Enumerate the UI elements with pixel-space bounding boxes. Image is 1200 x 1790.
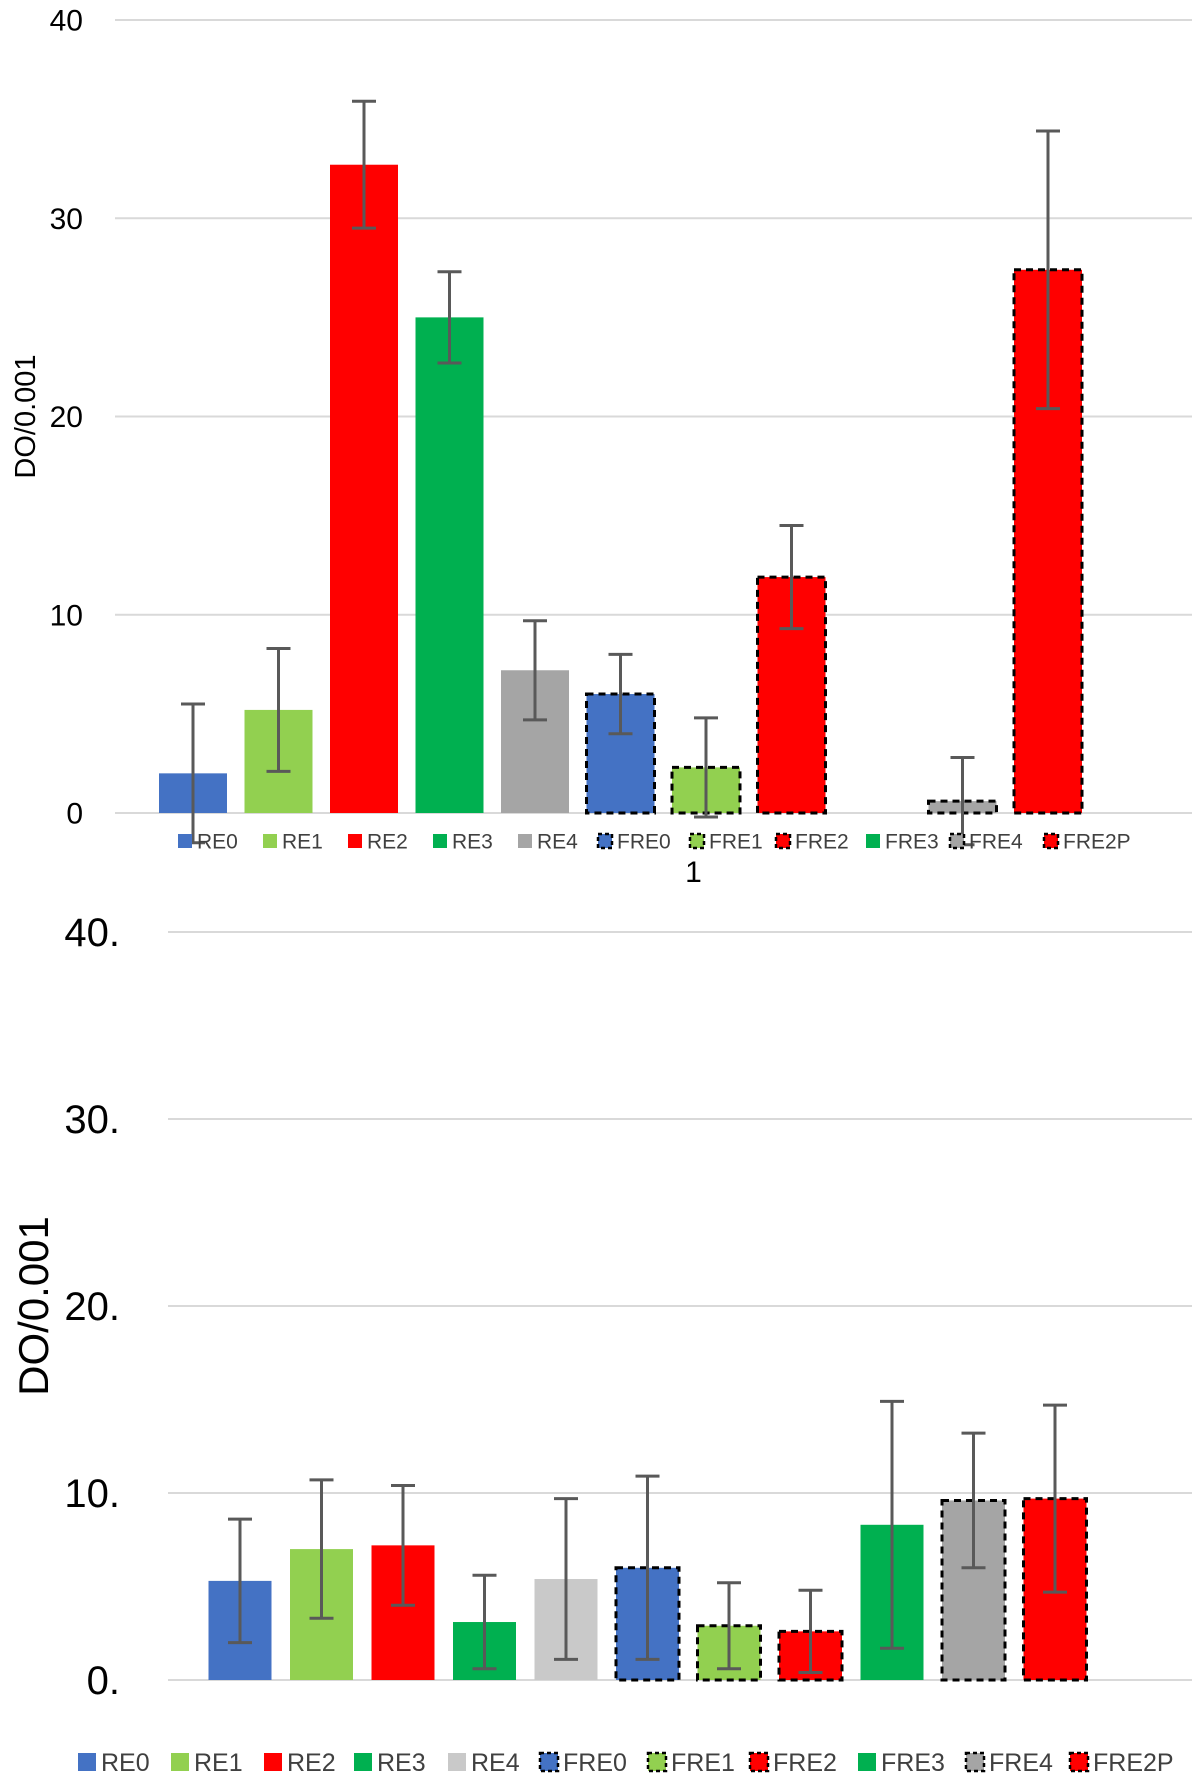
- error-bar-fre2p: [1043, 1403, 1067, 1594]
- chart-1: 0 10 20 30 40 DO/0.001 1 RE0 RE1 RE2 RE3 RE4 FRE0 FRE…: [10, 5, 1192, 889]
- error-bar-re1: [266, 646, 291, 773]
- legend-swatch-re0: [178, 834, 192, 848]
- legend: RE0 RE1 RE2 RE3 RE4 FRE0 FRE1 FRE2 FRE3 FRE4 FRE2P: [78, 1749, 1174, 1777]
- error-bar-fre2p: [1036, 129, 1060, 411]
- legend-label-fre3: FRE3: [881, 1749, 945, 1777]
- legend-label-fre3: FRE3: [885, 831, 939, 854]
- legend-label-fre0: FRE0: [617, 831, 671, 854]
- error-bar-fre1: [694, 716, 718, 819]
- error-bar-re4: [554, 1497, 578, 1661]
- legend-swatch-fre0: [596, 832, 614, 850]
- y-axis-label: DO/0.001: [10, 1216, 57, 1396]
- y-tick-label: 10.: [64, 1472, 120, 1516]
- bar-re2: [330, 164, 398, 813]
- legend: RE0 RE1 RE2 RE3 RE4 FRE0 FRE1 FRE2 FRE3 FRE4 FRE2P: [178, 831, 1131, 854]
- legend-label-fre2p: FRE2P: [1093, 1749, 1174, 1777]
- chart-2: 0. 10. 20. 30. 40. DO/0.001 RE0 RE1 RE2 RE3 RE4 FRE…: [10, 911, 1192, 1777]
- legend-swatch-re1: [263, 834, 277, 848]
- legend-swatch-fre4: [948, 832, 966, 850]
- y-tick-label: 30: [50, 203, 83, 236]
- legend-swatch-fre2p: [1068, 1751, 1090, 1773]
- y-tick-label: 0.: [87, 1659, 120, 1703]
- error-bar-re0: [228, 1517, 252, 1645]
- legend-swatch-fre4: [964, 1751, 986, 1773]
- y-tick-label: 30.: [64, 1098, 120, 1142]
- error-bar-fre4: [961, 1431, 986, 1570]
- legend-label-re1: RE1: [194, 1749, 243, 1777]
- error-bar-fre0: [608, 652, 633, 736]
- legend-label-fre1: FRE1: [709, 831, 763, 854]
- legend-label-re1: RE1: [282, 831, 323, 854]
- legend-swatch-fre3: [866, 834, 880, 848]
- legend-swatch-fre0: [538, 1751, 560, 1773]
- error-bar-fre2: [779, 524, 804, 631]
- legend-label-fre2: FRE2: [795, 831, 849, 854]
- error-bar-re2: [352, 99, 376, 230]
- legend-swatch-re3: [433, 834, 447, 848]
- legend-swatch-fre2: [774, 832, 792, 850]
- legend-swatch-re2: [348, 834, 362, 848]
- bar-re3: [415, 317, 484, 813]
- y-tick-label: 10: [50, 599, 83, 632]
- y-tick-label: 20.: [64, 1285, 120, 1329]
- legend-swatch-fre1: [646, 1751, 668, 1773]
- legend-swatch-re4: [518, 834, 532, 848]
- legend-swatch-re4: [448, 1753, 466, 1771]
- error-bar-re4: [523, 619, 547, 722]
- error-bar-fre0: [635, 1474, 660, 1661]
- legend-swatch-fre3: [858, 1753, 876, 1771]
- legend-swatch-re0: [78, 1753, 96, 1771]
- legend-label-re2: RE2: [287, 1749, 336, 1777]
- error-bar-re2: [391, 1484, 415, 1607]
- x-axis-label: 1: [685, 856, 702, 889]
- legend-label-re3: RE3: [377, 1749, 426, 1777]
- y-tick-label: 40: [50, 5, 83, 38]
- legend-swatch-fre2: [748, 1751, 770, 1773]
- legend-label-fre2: FRE2: [773, 1749, 837, 1777]
- legend-swatch-re2: [264, 1753, 282, 1771]
- legend-label-re4: RE4: [471, 1749, 520, 1777]
- y-tick-label: 0: [66, 798, 83, 831]
- legend-label-fre1: FRE1: [671, 1749, 735, 1777]
- legend-label-fre4: FRE4: [969, 831, 1023, 854]
- legend-label-fre2p: FRE2P: [1063, 831, 1131, 854]
- legend-swatch-fre2p: [1042, 832, 1060, 850]
- error-bar-re3: [472, 1573, 497, 1671]
- error-bar-re3: [437, 270, 462, 365]
- legend-swatch-re1: [171, 1753, 189, 1771]
- legend-label-re2: RE2: [367, 831, 408, 854]
- legend-label-re3: RE3: [452, 831, 493, 854]
- legend-swatch-re3: [354, 1753, 372, 1771]
- legend-label-re0: RE0: [197, 831, 238, 854]
- legend-label-re4: RE4: [537, 831, 578, 854]
- y-tick-label: 20: [50, 401, 83, 434]
- legend-label-re0: RE0: [101, 1749, 150, 1777]
- error-bar-fre2: [798, 1588, 823, 1675]
- legend-label-fre0: FRE0: [563, 1749, 627, 1777]
- legend-label-fre4: FRE4: [989, 1749, 1053, 1777]
- y-axis-label: DO/0.001: [10, 354, 42, 478]
- error-bar-re1: [309, 1478, 334, 1620]
- error-bar-fre1: [717, 1581, 741, 1671]
- error-bar-fre3: [880, 1399, 904, 1650]
- legend-swatch-fre1: [688, 832, 706, 850]
- y-tick-label: 40.: [64, 911, 120, 955]
